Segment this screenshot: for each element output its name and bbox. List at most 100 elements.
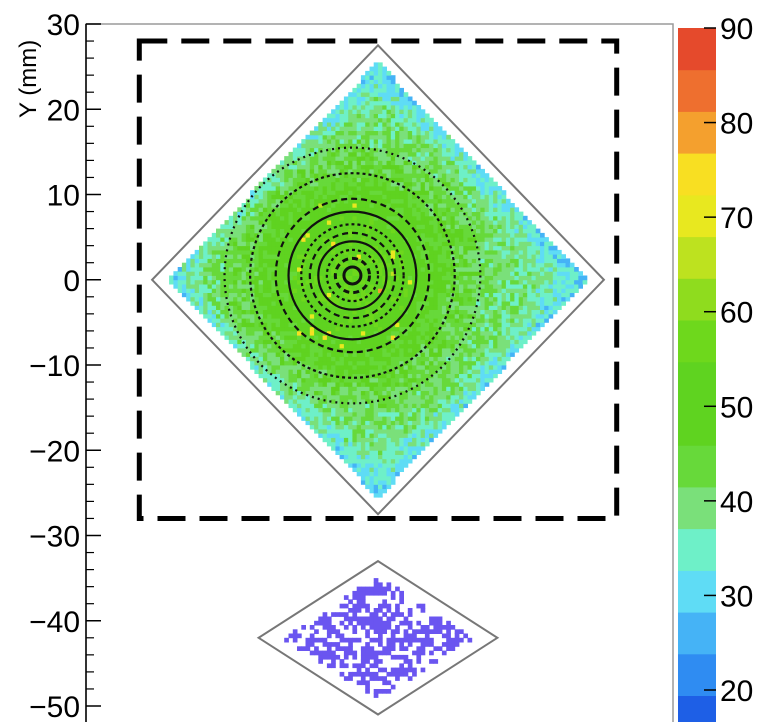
heatmap-cell: [378, 318, 383, 323]
heatmap-cell: [250, 313, 255, 319]
heatmap-cell: [233, 211, 238, 217]
heatmap-cell: [497, 330, 503, 336]
heatmap-cell: [207, 309, 213, 315]
heatmap-cell: [335, 275, 341, 281]
heatmap-cell: [280, 211, 285, 217]
heatmap-cell: [373, 198, 379, 204]
heatmap-cell: [510, 309, 515, 315]
heatmap-cell: [390, 96, 396, 102]
heatmap-cell: [224, 224, 230, 229]
heatmap-cell: [275, 164, 281, 170]
heatmap-cell: [245, 258, 251, 264]
heatmap-cell: [454, 399, 460, 404]
heatmap-cell: [382, 403, 387, 409]
heatmap-cell: [382, 232, 387, 238]
heatmap-cell: [527, 220, 532, 225]
heatmap-cell: [407, 164, 413, 170]
heatmap-cell: [378, 245, 383, 251]
heatmap-cell: [463, 254, 468, 259]
heatmap-cell: [301, 271, 306, 276]
heatmap-cell: [505, 301, 511, 306]
heatmap-cell: [373, 139, 379, 144]
heatmap-cell: [441, 347, 447, 353]
heatmap-cell: [314, 160, 319, 166]
heatmap-cell: [343, 428, 349, 434]
heatmap-cell: [245, 245, 251, 251]
heatmap-cell: [318, 173, 323, 178]
heatmap-cell: [309, 258, 315, 264]
heatmap-cell: [501, 198, 507, 204]
heatmap-cell: [497, 267, 503, 272]
heatmap-cell: [339, 382, 345, 387]
heatmap-cell: [424, 237, 430, 242]
heatmap-cell: [390, 139, 396, 144]
heatmap-cell: [531, 279, 537, 285]
heatmap-cell: [433, 288, 439, 293]
heatmap-cell: [416, 360, 422, 366]
heatmap-cell: [459, 198, 464, 204]
heatmap-cell: [399, 109, 404, 114]
heatmap-cell: [331, 343, 336, 349]
heatmap-cell: [429, 356, 434, 362]
heatmap-cell: [343, 322, 349, 328]
heatmap-cell: [454, 211, 460, 217]
heatmap-cell: [514, 228, 520, 234]
heatmap-cell: [480, 254, 485, 259]
heatmap-cell: [335, 168, 341, 174]
heatmap-cell: [467, 228, 473, 234]
heatmap-cell: [245, 220, 251, 225]
heatmap-cell: [378, 347, 383, 353]
heatmap-cell: [258, 232, 264, 238]
heatmap-cell: [369, 143, 375, 149]
heatmap-cell: [356, 433, 362, 438]
heatmap-cell: [505, 228, 511, 234]
heatmap-cell: [382, 420, 387, 426]
heatmap-cell: [407, 433, 413, 438]
heatmap-cell: [395, 117, 400, 123]
heatmap-cell: [522, 228, 528, 234]
heatmap-cell: [429, 394, 434, 400]
heatmap-cell: [437, 232, 443, 238]
heatmap-cell: [480, 330, 485, 336]
heatmap-cell: [480, 382, 485, 387]
heatmap-cell: [522, 262, 528, 268]
heatmap-cell: [318, 296, 323, 302]
heatmap-cell: [207, 254, 213, 259]
heatmap-cell: [352, 262, 358, 268]
heatmap-cell: [245, 322, 251, 328]
heatmap-cell: [403, 446, 409, 451]
heatmap-cell: [522, 254, 528, 259]
heatmap-cell: [305, 407, 311, 413]
heatmap-cell: [501, 245, 507, 251]
heatmap-cell: [378, 164, 383, 170]
heatmap-cell: [254, 249, 260, 255]
heatmap-cell: [348, 369, 353, 374]
heatmap-cell: [254, 254, 260, 259]
heatmap-cell: [318, 241, 323, 247]
heatmap-cell: [331, 160, 336, 166]
heatmap-cell: [454, 237, 460, 242]
heatmap-cell: [369, 360, 375, 366]
heatmap-cell: [275, 194, 281, 200]
heatmap-cell: [275, 377, 281, 383]
heatmap-cell: [480, 386, 485, 391]
heatmap-cell: [326, 326, 332, 332]
heatmap-cell: [386, 356, 392, 362]
heatmap-cell: [301, 211, 306, 217]
heatmap-cell: [331, 433, 336, 438]
heatmap-cell: [488, 296, 494, 302]
heatmap-cell: [254, 356, 260, 362]
heatmap-cell: [548, 279, 554, 285]
heatmap-cell: [369, 181, 375, 187]
heatmap-cell: [552, 271, 558, 276]
heatmap-cell: [382, 181, 387, 187]
heatmap-cell: [557, 258, 562, 264]
heatmap-cell: [314, 403, 319, 409]
heatmap-cell: [527, 335, 532, 340]
heatmap-cell: [280, 377, 285, 383]
heatmap-cell: [407, 394, 413, 400]
heatmap-cell: [416, 288, 422, 293]
heatmap-cell: [292, 326, 298, 332]
heatmap-cell: [454, 228, 460, 234]
heatmap-cell: [386, 335, 392, 340]
